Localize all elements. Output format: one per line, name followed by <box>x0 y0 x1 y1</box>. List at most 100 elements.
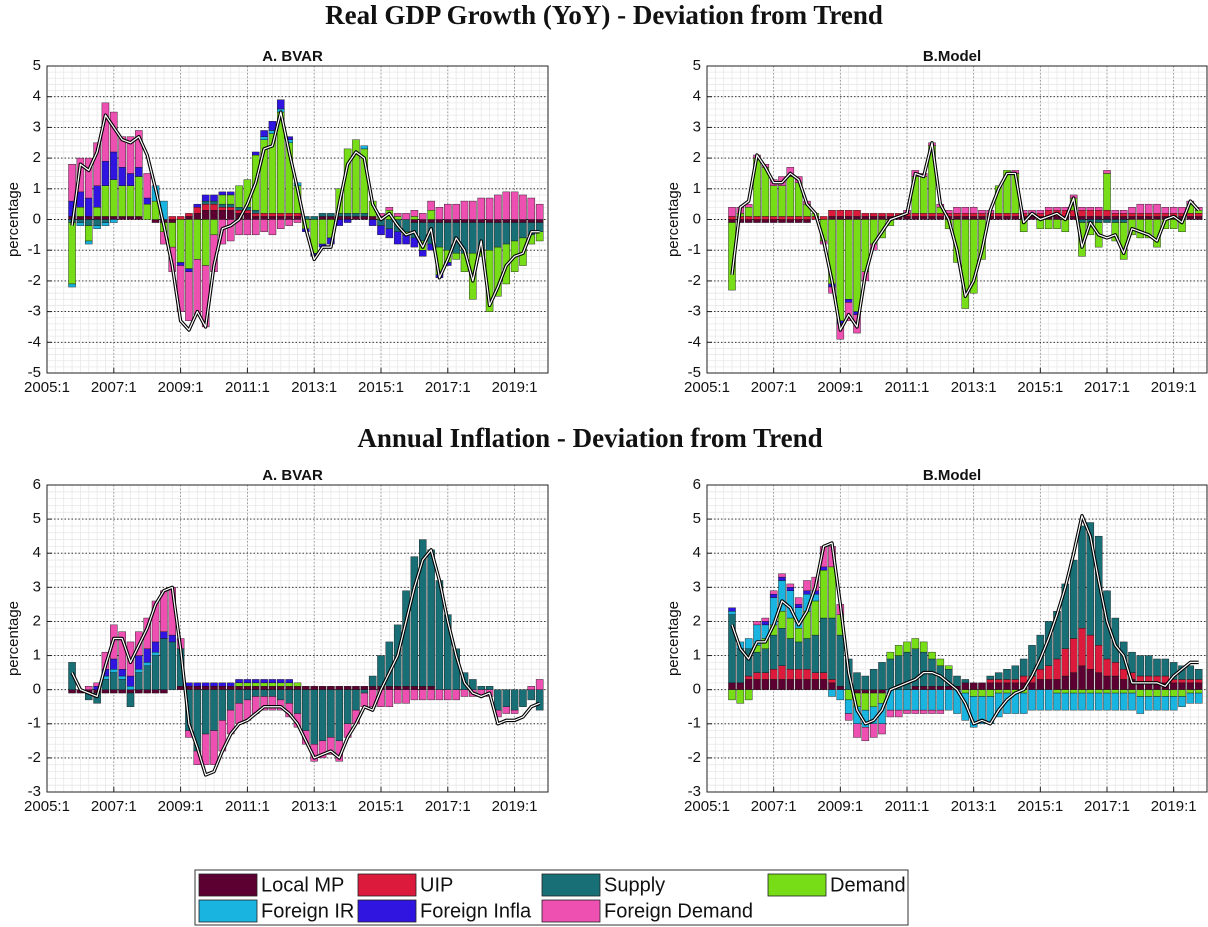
total-line <box>731 515 1199 725</box>
bar-segment <box>1094 645 1103 673</box>
bar-segment <box>68 689 76 694</box>
bar-segment <box>118 136 126 168</box>
x-tick-label: 2009:1 <box>817 798 863 815</box>
total-line <box>71 549 540 776</box>
bar-segment <box>260 696 268 711</box>
bar-segment <box>535 689 544 711</box>
bar-segment <box>201 200 210 205</box>
bar-segment <box>1136 213 1145 217</box>
bar-segment <box>736 682 745 690</box>
bar-segment <box>360 145 369 150</box>
bar-segment <box>769 634 778 670</box>
y-tick-label: -2 <box>688 749 701 766</box>
bar-segment <box>1061 219 1070 232</box>
bar-segment <box>176 216 185 220</box>
bar-segment <box>728 219 736 223</box>
bar-segment <box>85 219 93 226</box>
bar-segment <box>126 675 135 687</box>
bar-segment <box>1044 665 1053 680</box>
bar-segment <box>352 213 360 217</box>
bar-segment <box>928 686 936 690</box>
bar-segment <box>101 185 110 217</box>
bar-segment <box>1003 689 1011 694</box>
y-tick-label: 1 <box>693 647 701 664</box>
bar-segment <box>953 675 961 687</box>
bar-segment <box>76 222 85 226</box>
bar-segment <box>1186 689 1195 694</box>
bar-segment <box>285 213 293 217</box>
plot-frame <box>706 65 1208 374</box>
series-group <box>168 203 302 220</box>
bar-segment <box>1119 692 1128 711</box>
bar-segment <box>368 219 377 226</box>
bar-segment <box>1103 692 1111 711</box>
bar-segment <box>494 222 502 248</box>
y-tick-label: 4 <box>693 544 701 561</box>
bar-segment <box>126 686 135 690</box>
y-tick-label: 1 <box>693 180 701 197</box>
bar-segment <box>1136 689 1145 697</box>
legend-label: Foreign Infla <box>420 900 532 922</box>
bar-segment <box>285 682 293 687</box>
bar-segment <box>828 682 836 690</box>
bar-segment <box>1169 662 1178 680</box>
bar-segment <box>201 194 210 202</box>
bar-segment <box>185 213 193 217</box>
bar-segment <box>118 216 126 220</box>
bar-segment <box>85 197 93 217</box>
bar-segment <box>936 689 945 711</box>
bar-segment <box>744 207 753 217</box>
bar-segment <box>911 213 920 217</box>
bar-segment <box>886 709 895 718</box>
plot-frame <box>46 65 549 374</box>
bar-segment <box>93 219 101 226</box>
bar-segment <box>235 207 243 211</box>
bar-segment <box>1186 692 1195 704</box>
total-line <box>731 142 1200 331</box>
bar-segment <box>778 679 786 690</box>
bar-segment <box>944 689 953 711</box>
bar-segment <box>143 173 151 199</box>
bar-segment <box>1086 669 1095 690</box>
bar-segment <box>176 686 185 690</box>
bar-segment <box>393 689 402 704</box>
bar-segment <box>360 692 369 707</box>
bar-segment <box>126 689 135 694</box>
bar-segment <box>485 222 494 251</box>
bar-segment <box>293 689 302 714</box>
bar-segment <box>1169 682 1178 690</box>
bar-segment <box>869 216 878 220</box>
legend-label: Foreign Demand <box>604 900 753 922</box>
bar-segment <box>903 641 911 653</box>
bar-segment <box>226 194 235 205</box>
bar-segment <box>936 686 945 690</box>
bar-segment <box>753 679 761 690</box>
y-tick-label: -3 <box>688 783 701 800</box>
bar-segment <box>226 219 235 242</box>
y-tick-label: -1 <box>28 241 41 258</box>
bar-segment <box>1111 689 1120 694</box>
bar-segment <box>101 689 110 694</box>
bar-segment <box>1069 672 1078 690</box>
y-tick-label: 3 <box>33 578 41 595</box>
panel-title: A. BVAR <box>262 467 323 484</box>
bar-segment <box>1161 213 1170 217</box>
bar-segment <box>427 686 435 690</box>
bar-segment <box>919 651 928 687</box>
bar-segment <box>1194 216 1203 220</box>
x-tick-label: 2017:1 <box>1084 798 1130 815</box>
bar-segment <box>343 213 352 217</box>
bar-segment <box>1144 696 1153 711</box>
x-tick-label: 2019:1 <box>492 798 538 815</box>
bar-segment <box>118 185 126 217</box>
bar-segment <box>1028 689 1036 711</box>
bar-segment <box>1128 651 1136 673</box>
bar-segment <box>1111 216 1120 220</box>
legend-swatch <box>541 873 601 897</box>
bar-segment <box>419 213 427 220</box>
bar-segment <box>1069 638 1078 673</box>
bar-segment <box>753 672 761 680</box>
bar-segment <box>110 179 118 217</box>
bar-segment <box>1103 170 1111 174</box>
bar-segment <box>994 682 1003 690</box>
